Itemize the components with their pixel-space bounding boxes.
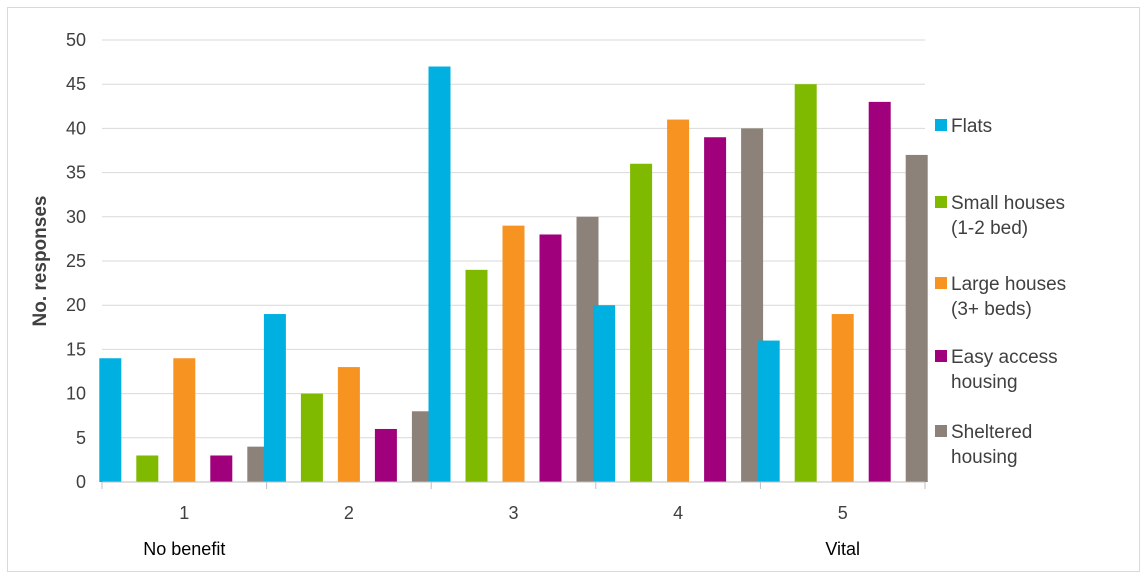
axes xyxy=(101,481,926,489)
legend-swatch xyxy=(935,119,947,131)
bar xyxy=(630,163,653,482)
y-tick-label: 45 xyxy=(66,74,86,94)
y-tick-label: 15 xyxy=(66,339,86,359)
bar xyxy=(263,314,286,482)
legend-label: Large houses xyxy=(951,274,1066,295)
legend-swatch xyxy=(935,196,947,208)
bar xyxy=(757,340,780,482)
legend: Flats Small houses (1-2 bed) Large houses (3… xyxy=(935,116,1066,468)
y-tick-label: 25 xyxy=(66,251,86,271)
legend-label: housing xyxy=(951,372,1018,393)
y-tick-label: 35 xyxy=(66,163,86,183)
bar xyxy=(704,137,727,483)
legend-swatch xyxy=(935,425,947,437)
bar xyxy=(905,154,928,483)
bar xyxy=(173,358,196,482)
bar xyxy=(210,455,233,482)
bar xyxy=(502,225,525,482)
bar xyxy=(411,411,434,482)
x-tick-label: 1 xyxy=(179,503,189,523)
bar xyxy=(831,314,854,482)
bar xyxy=(337,367,360,482)
x-tick-label: 5 xyxy=(838,503,848,523)
bar xyxy=(300,393,323,482)
legend-label: Flats xyxy=(951,116,992,137)
legend-label: (3+ beds) xyxy=(951,299,1032,320)
y-tick-label: 5 xyxy=(76,428,86,448)
bar xyxy=(593,305,616,482)
bar xyxy=(741,128,764,482)
bar xyxy=(136,455,159,482)
bar xyxy=(374,428,397,482)
y-tick-label: 20 xyxy=(66,295,86,315)
bar xyxy=(576,216,599,483)
y-axis-title: No. responses xyxy=(30,196,51,327)
y-tick-label: 50 xyxy=(66,30,86,50)
bar xyxy=(465,269,488,482)
y-tick-label: 40 xyxy=(66,118,86,138)
bar xyxy=(428,66,451,483)
legend-label: housing xyxy=(951,447,1018,468)
legend-label: Small houses xyxy=(951,193,1065,214)
bar xyxy=(99,358,122,482)
x-tick-label: 4 xyxy=(673,503,683,523)
bar xyxy=(667,119,690,482)
gridlines xyxy=(102,39,925,439)
bar xyxy=(539,234,562,482)
legend-label: (1-2 bed) xyxy=(951,218,1028,239)
y-tick-label: 30 xyxy=(66,207,86,227)
category-note: Vital xyxy=(825,539,860,559)
bars xyxy=(99,66,928,483)
y-tick-label: 0 xyxy=(76,472,86,492)
category-note: No benefit xyxy=(143,539,225,559)
legend-swatch xyxy=(935,350,947,362)
x-tick-label: 2 xyxy=(344,503,354,523)
bar xyxy=(794,84,817,482)
bar xyxy=(868,101,891,482)
legend-swatch xyxy=(935,277,947,289)
y-tick-label: 10 xyxy=(66,384,86,404)
bar xyxy=(247,446,270,482)
legend-label: Sheltered xyxy=(951,422,1032,443)
chart-frame xyxy=(7,7,1140,572)
legend-label: Easy access xyxy=(951,347,1058,368)
x-tick-label: 3 xyxy=(508,503,518,523)
